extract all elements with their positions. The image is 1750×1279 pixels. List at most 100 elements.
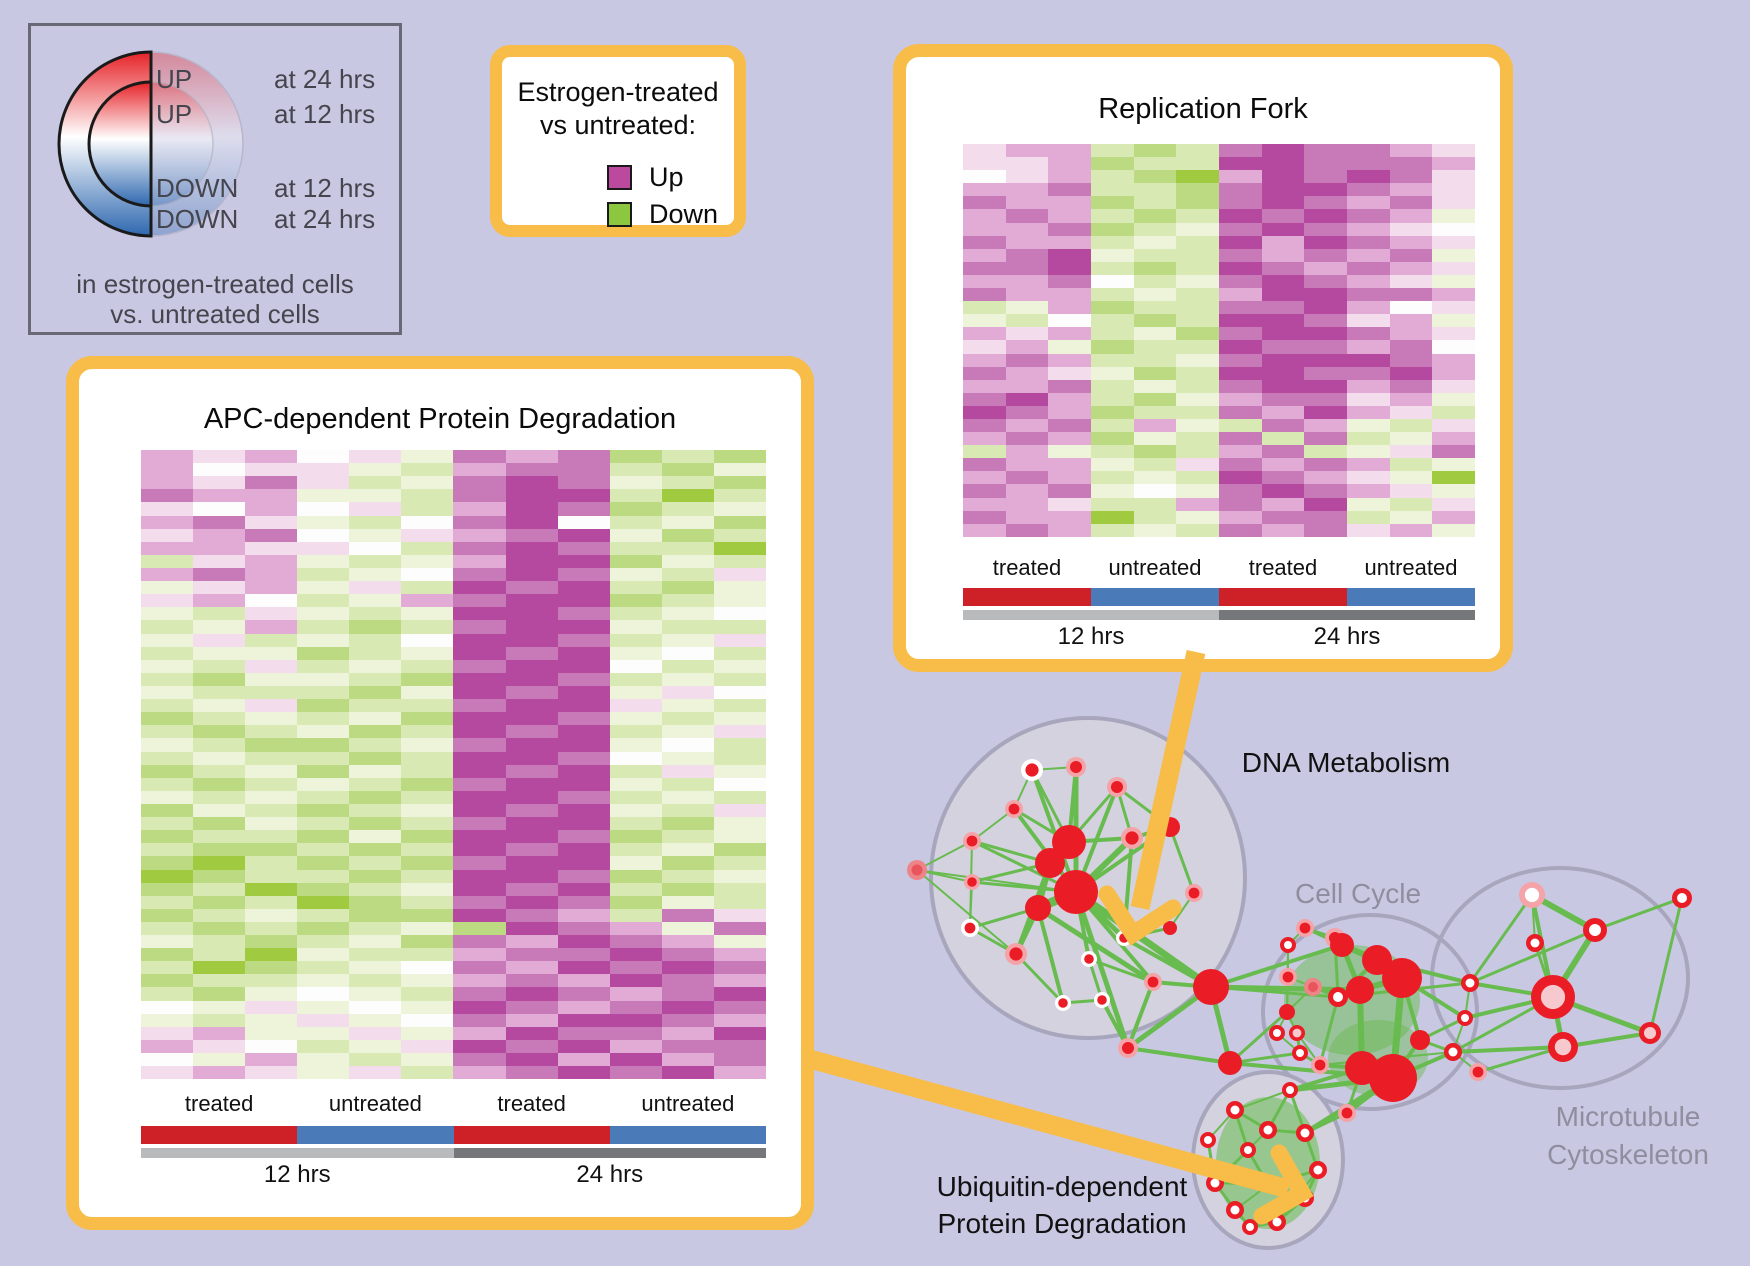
heatmap-cell (401, 751, 454, 765)
heatmap-cell (401, 987, 454, 1001)
heatmap-cell (713, 1053, 766, 1067)
heatmap-cell (713, 646, 766, 660)
heatmap-cell (1304, 170, 1348, 184)
heatmap-cell (963, 405, 1006, 419)
network-edge (1318, 995, 1340, 1067)
heatmap-cell (453, 685, 506, 700)
heatmap-cell (297, 646, 350, 660)
network-node-core (1540, 984, 1566, 1010)
heatmap-cell (297, 1000, 350, 1014)
heatmap-cell (1432, 274, 1476, 289)
heatmap-cell (505, 699, 558, 713)
color-key-title-line1: Estrogen-treated (517, 77, 719, 107)
rf-condition-bar-2 (1219, 588, 1347, 606)
heatmap-cell (557, 567, 610, 582)
heatmap-cell (1389, 301, 1433, 315)
heatmap-cell (557, 476, 610, 490)
heatmap-cell (453, 1000, 506, 1014)
heatmap-cell (141, 738, 194, 752)
heatmap-cell (1091, 392, 1134, 406)
heatmap-cell (349, 882, 402, 896)
heatmap-cell (1304, 314, 1348, 328)
heatmap-cell (963, 209, 1006, 223)
heatmap-cell (297, 450, 350, 464)
heatmap-cell (1347, 274, 1390, 289)
heatmap-cell (1347, 222, 1390, 236)
panel-arrow-shaft-0 (1130, 649, 1206, 911)
heatmap-cell (963, 196, 1006, 210)
heatmap-cell (245, 803, 298, 818)
apc-heatmap (141, 450, 766, 1080)
heatmap-cell (453, 843, 506, 857)
heatmap-cell (713, 1039, 766, 1054)
heatmap-cell (1091, 301, 1134, 315)
network-node-core (1461, 1014, 1469, 1022)
heatmap-cell (661, 1066, 714, 1080)
heatmap-cell (505, 817, 558, 831)
heatmap-cell (297, 567, 350, 582)
heatmap-cell (1304, 288, 1348, 302)
heatmap-cell (1133, 261, 1177, 275)
heatmap-cell (193, 712, 246, 726)
heatmap-cell (349, 974, 402, 988)
heatmap-cell (557, 935, 610, 949)
heatmap-cell (1091, 484, 1134, 498)
heatmap-cell (1091, 445, 1134, 459)
heatmap-cell (1133, 183, 1177, 197)
heatmap-cell (1005, 392, 1049, 406)
heatmap-cell (505, 502, 558, 516)
heatmap-cell (1432, 183, 1476, 197)
heatmap-cell (557, 869, 610, 883)
heatmap-cell (609, 948, 662, 962)
heatmap-cell (193, 817, 246, 831)
heatmap-cell (661, 764, 714, 778)
heatmap-cell (1432, 235, 1476, 249)
heatmap-cell (141, 476, 194, 490)
heatmap-cell (609, 620, 662, 634)
heatmap-cell (401, 790, 454, 804)
heatmap-cell (1219, 235, 1262, 249)
network-node-core (1097, 995, 1107, 1005)
heatmap-cell (349, 541, 402, 555)
heatmap-cell (193, 450, 246, 464)
heatmap-cell (1133, 274, 1177, 289)
heatmap-cell (505, 738, 558, 752)
heatmap-cell (297, 515, 350, 529)
heatmap-cell (1304, 366, 1348, 380)
heatmap-cell (1133, 353, 1177, 367)
network-edge (916, 869, 1017, 955)
heatmap-cell (1091, 209, 1134, 223)
heatmap-cell (1048, 510, 1092, 524)
up-12-time: at 12 hrs (274, 99, 376, 129)
heatmap-cell (1389, 235, 1433, 249)
heatmap-cell (661, 790, 714, 804)
heatmap-cell (1304, 222, 1348, 236)
heatmap-cell (401, 594, 454, 608)
heatmap-cell (1133, 379, 1177, 393)
heatmap-cell (505, 633, 558, 647)
heatmap-cell (963, 497, 1006, 511)
heatmap-cell (505, 489, 558, 503)
heatmap-cell (349, 830, 402, 844)
heatmap-cell (661, 450, 714, 464)
heatmap-cell (245, 1053, 298, 1067)
heatmap-cell (713, 843, 766, 857)
heatmap-cell (297, 476, 350, 490)
heatmap-cell (297, 594, 350, 608)
heatmap-cell (297, 633, 350, 647)
heatmap-cell (1219, 432, 1262, 446)
heatmap-cell (1219, 183, 1262, 197)
heatmap-cell (349, 594, 402, 608)
heatmap-cell (505, 1053, 558, 1067)
heatmap-cell (557, 764, 610, 778)
heatmap-cell (505, 1066, 558, 1080)
heatmap-cell (401, 567, 454, 582)
heatmap-cell (453, 803, 506, 818)
heatmap-cell (1091, 523, 1134, 537)
heatmap-cell (245, 567, 298, 582)
heatmap-cell (609, 1026, 662, 1040)
heatmap-cell (1347, 157, 1390, 171)
network-node (1163, 921, 1177, 935)
heatmap-cell (609, 764, 662, 778)
heatmap-cell (401, 502, 454, 516)
